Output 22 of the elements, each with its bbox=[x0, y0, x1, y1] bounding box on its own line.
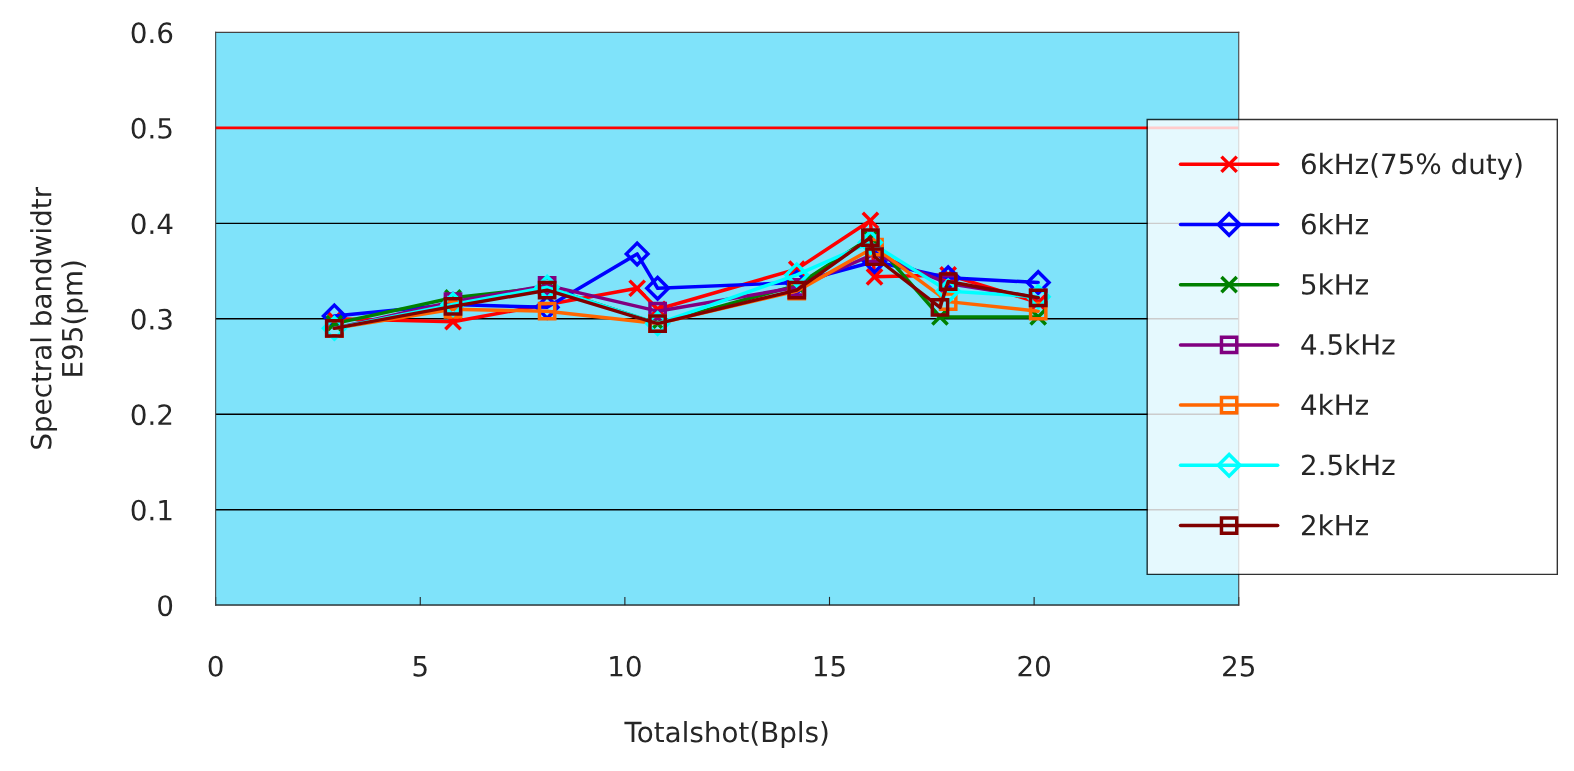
legend-label: 6kHz bbox=[1301, 213, 1368, 235]
x-tick-label: 10 bbox=[610, 655, 641, 677]
legend-label: 4kHz bbox=[1301, 393, 1368, 415]
x-tick-label: 5 bbox=[413, 656, 427, 677]
x-axis-title: Totalshot(Bpls) bbox=[624, 721, 828, 748]
y-tick-label: 0.1 bbox=[131, 499, 172, 521]
legend-label: 2kHz bbox=[1301, 514, 1368, 536]
y-tick-label: 0.5 bbox=[131, 117, 172, 139]
x-tick-label: 25 bbox=[1223, 655, 1254, 677]
x-tick-label: 0 bbox=[208, 655, 223, 677]
x-tick-label: 20 bbox=[1018, 655, 1050, 677]
x-tick-label: 15 bbox=[814, 656, 845, 677]
legend-label: 5kHz bbox=[1302, 273, 1368, 295]
y-tick-label: 0.3 bbox=[131, 308, 172, 330]
legend-label: 2.5kHz bbox=[1301, 453, 1395, 476]
legend-label: 6kHz(75% duty) bbox=[1301, 152, 1522, 180]
y-tick-label: 0.4 bbox=[131, 213, 173, 235]
y-tick-label: 0.6 bbox=[131, 22, 173, 44]
y-tick-label: 0 bbox=[158, 595, 173, 617]
legend-label: 4.5kHz bbox=[1301, 333, 1395, 356]
y-tick-label: 0.2 bbox=[131, 404, 172, 426]
y-axis-title: Spectral bandwidtr E95(pm) bbox=[30, 186, 89, 449]
